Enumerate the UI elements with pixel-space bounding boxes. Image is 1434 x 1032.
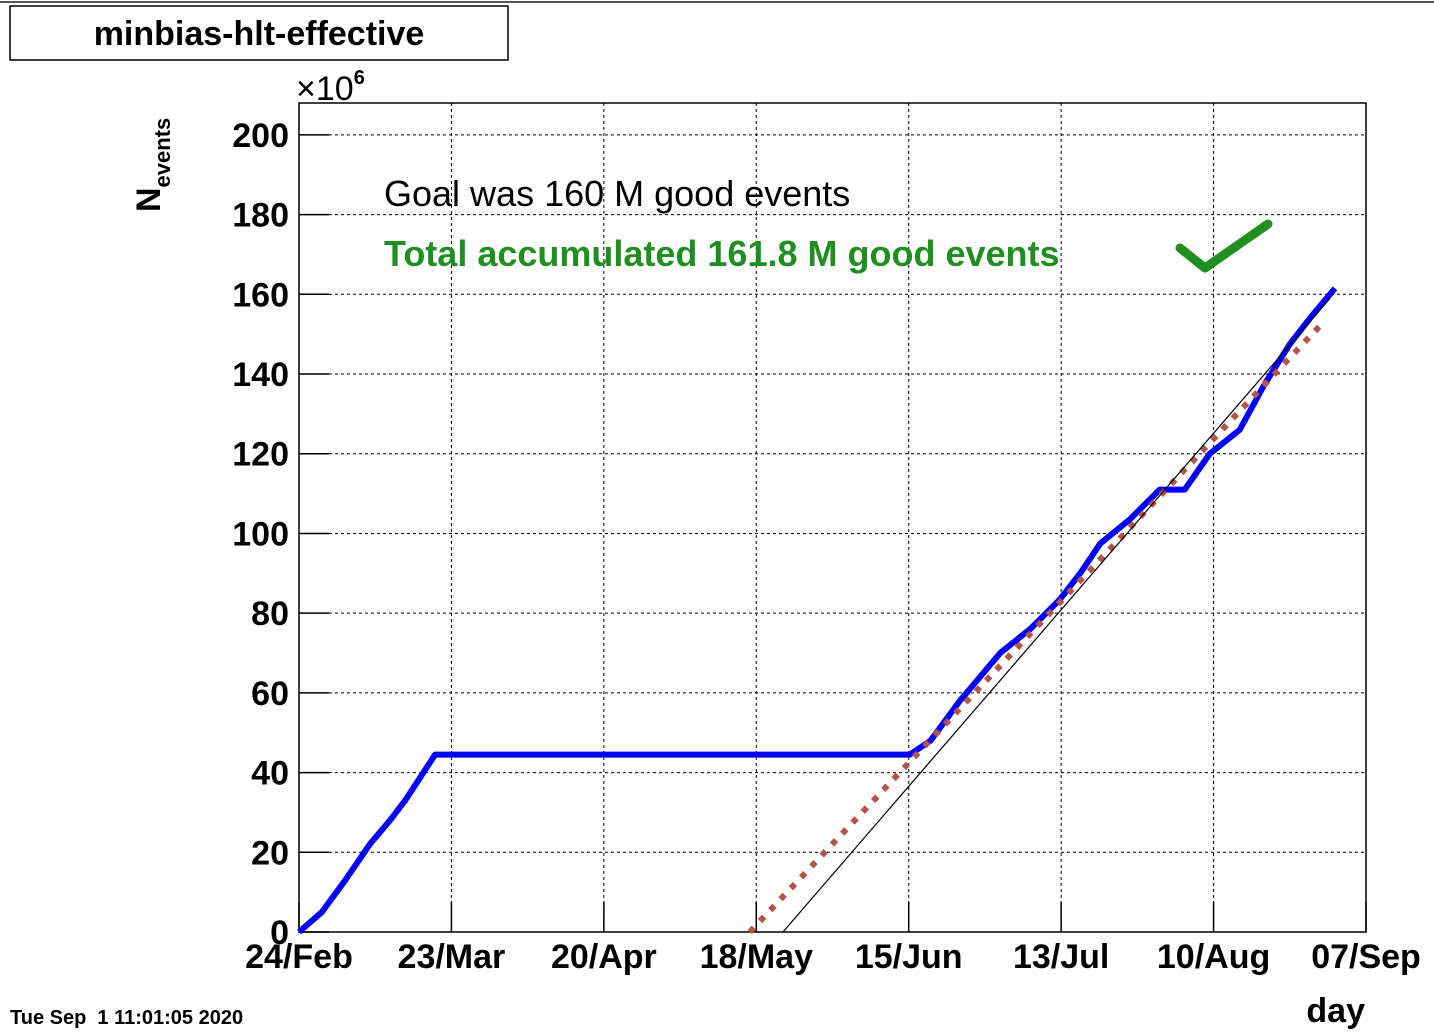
data-line: [747, 318, 1328, 935]
x-tick-label: 15/Jun: [855, 938, 963, 976]
y-tick-label: 60: [251, 675, 289, 713]
x-tick-label: 20/Apr: [551, 938, 657, 976]
annotation: Total accumulated 161.8 M good events: [384, 233, 1060, 274]
y-tick-label: 160: [232, 276, 289, 314]
x-axis-label: day: [1306, 992, 1365, 1030]
title-box: [9, 5, 509, 61]
y-tick-label: 200: [232, 117, 289, 155]
y-tick-label: 180: [232, 197, 289, 235]
x-tick-label: 18/May: [700, 938, 813, 976]
annotation: Goal was 160 M good events: [384, 173, 850, 214]
x-tick-label: 10/Aug: [1157, 938, 1270, 976]
multiplier: ×106: [296, 67, 365, 108]
multiplier-base: ×10: [296, 70, 354, 108]
chart-title: minbias-hlt-effective: [94, 15, 425, 53]
plot-frame: [298, 102, 1367, 933]
data-line: [297, 286, 1338, 935]
y-tick-label: 120: [232, 436, 289, 474]
y-label-n: N: [130, 187, 168, 212]
y-tick-label: 140: [232, 356, 289, 394]
x-tick-label: 24/Feb: [245, 938, 353, 976]
data-line: [782, 297, 1331, 933]
y-tick-label: 0: [270, 914, 289, 952]
y-tick-label: 40: [251, 755, 289, 793]
timestamp: Tue Sep 1 11:01:05 2020: [10, 1007, 243, 1029]
x-tick-label: 23/Mar: [398, 938, 506, 976]
y-tick-label: 80: [251, 595, 289, 633]
y-label-main: Nevents: [130, 118, 175, 212]
check-mark: [1175, 219, 1273, 273]
x-tick-label: 13/Jul: [1013, 938, 1109, 976]
plot-area: 0 20 40 60 80 100 120 140 160 180 200 24/Feb 23/Mar 2…: [232, 102, 1421, 976]
y-axis-label: Nevents: [130, 118, 175, 212]
y-label-sub: events: [150, 118, 175, 188]
y-tick-label: 100: [232, 515, 289, 553]
x-tick-label: 07/Sep: [1311, 938, 1421, 976]
y-tick-label: 20: [251, 834, 289, 872]
multiplier-exp: 6: [354, 67, 365, 89]
